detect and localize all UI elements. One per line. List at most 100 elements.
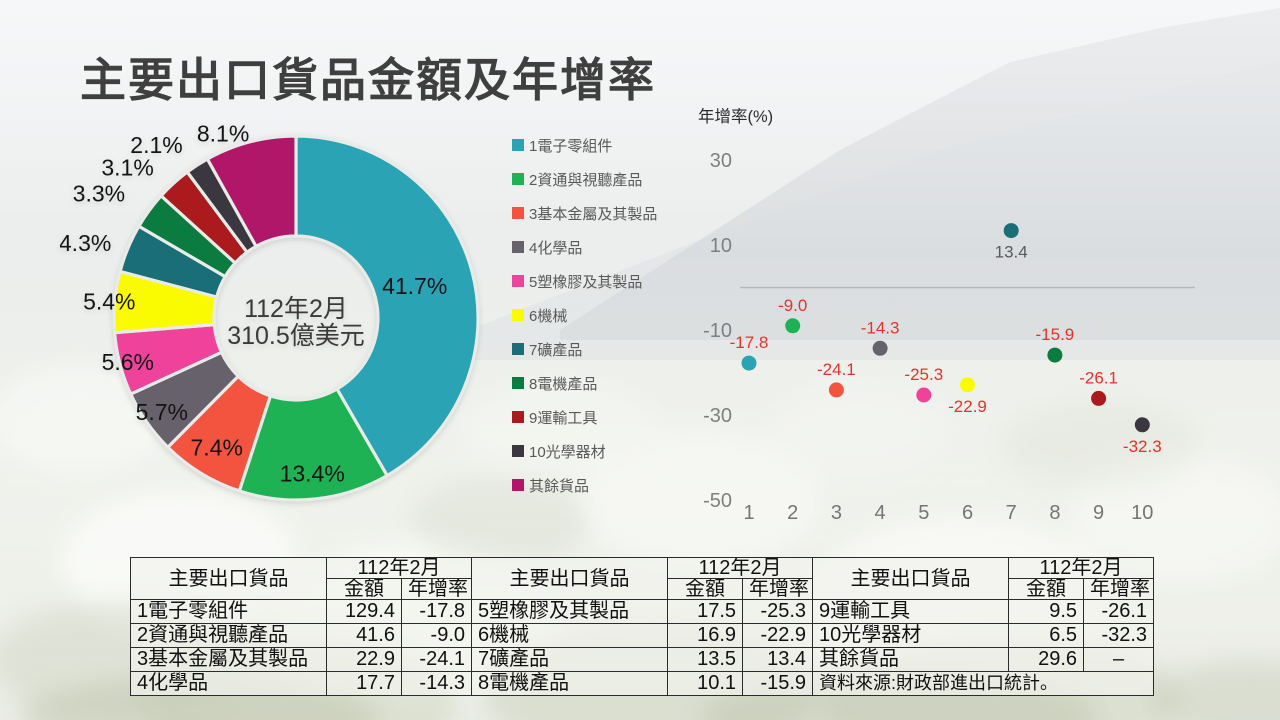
table-cell-amount: 16.9 [667,623,744,648]
point-value-label: -17.8 [730,333,769,352]
legend-color-swatch [512,411,524,423]
donut-center-amount: 310.5億美元 [227,322,365,350]
legend-item: 其餘貨品 [512,468,657,502]
legend-color-swatch [512,139,524,151]
table-cell-yoy: -15.9 [742,671,814,696]
table-cell-product: 5塑橡膠及其製品 [471,599,669,624]
legend-color-swatch [512,445,524,457]
table-cell-yoy: -25.3 [742,599,814,624]
point-value-label: 13.4 [995,243,1028,262]
donut-slice [205,134,298,248]
x-axis-tick: 4 [875,502,886,524]
table-row: 5塑橡膠及其製品 17.5 -25.3 [471,599,814,624]
table-header-amount: 金額 [667,578,744,600]
table-cell-product: 其餘貨品 [812,647,1010,672]
table-cell-yoy: – [1083,647,1155,672]
table-row: 2資通與視聽產品 41.6 -9.0 [130,623,473,648]
scatter-point [1134,417,1150,433]
donut-percent-label: 3.3% [73,181,125,207]
donut-percent-label: 4.3% [60,230,111,256]
y-axis-tick: -10 [703,320,732,342]
table-row: 3基本金屬及其製品 22.9 -24.1 [130,647,473,672]
legend-item: 8電機產品 [512,366,657,400]
table-source-note: 資料來源:財政部進出口統計。 [812,671,1155,696]
donut-chart: 41.7% 13.4% 7.4%5.7% 5.6% 5.4% 4.3% 3.3%3.1%2.… [60,121,480,502]
legend-item: 4化學品 [512,230,657,264]
legend-color-swatch [512,275,524,287]
table-cell-amount: 6.5 [1008,623,1085,648]
scatter-point [785,318,801,334]
scatter-point [960,377,975,393]
legend-label: 9運輸工具 [529,409,598,427]
y-axis-tick: 30 [710,150,732,172]
x-axis-tick: 1 [743,502,754,524]
x-axis-tick: 7 [1006,502,1017,524]
table-header-product: 主要出口貨品 [812,557,1010,600]
x-axis-tick: 8 [1049,502,1060,524]
point-value-label: -22.9 [948,397,987,416]
table-header-period: 112年2月 [1008,557,1155,579]
legend-label: 2資通與視聽產品 [529,171,643,189]
legend-label: 3基本金屬及其製品 [529,205,658,223]
x-axis-tick: 2 [787,502,798,524]
y-axis-tick: -30 [703,405,732,427]
legend-color-swatch [512,309,524,321]
table-cell-amount: 129.4 [326,599,402,624]
legend-color-swatch [512,173,524,185]
table-cell-yoy: -14.3 [400,671,473,696]
table-cell-amount: 17.5 [667,599,744,624]
x-axis-tick: 3 [831,502,842,524]
donut-percent-label: 41.7% [382,273,447,299]
page-title: 主要出口貨品金額及年增率 [80,54,656,106]
y-axis-title: 年增率(%) [698,107,773,126]
donut-slice [294,134,480,478]
table-cell-product: 3基本金屬及其製品 [130,647,327,672]
point-value-label: -32.3 [1123,437,1162,456]
donut-percent-label: 3.1% [101,155,153,181]
x-axis-tick: 9 [1093,502,1104,524]
table-cell-amount: 29.6 [1008,647,1085,672]
table-row: 7礦產品 13.5 13.4 [471,647,814,672]
donut-center-period: 112年2月 [244,295,348,323]
table-cell-yoy: -22.9 [742,623,814,648]
table-cell-yoy: -9.0 [400,623,473,648]
donut-percent-label: 5.4% [83,288,135,314]
table-cell-product: 9運輸工具 [812,599,1010,624]
table-cell-product: 10光學器材 [812,623,1010,648]
legend-color-swatch [512,479,524,491]
scatter-chart: 年增率(%) 30 10 -10 -30 -50 1 2 3 4 5 6 7 8 9 10 -17.8 -9.0… [698,107,1195,524]
legend-color-swatch [512,377,524,389]
y-axis-tick: 10 [710,235,732,257]
table-header-yoy: 年增率 [742,578,814,600]
table-header-period: 112年2月 [667,557,814,579]
scatter-point [916,387,932,403]
point-value-label: -15.9 [1036,325,1075,344]
scatter-point [1003,223,1019,239]
table-cell-product: 8電機產品 [471,671,669,696]
donut-percent-label: 13.4% [280,461,345,487]
table-header-amount: 金額 [326,578,402,600]
legend-label: 4化學品 [529,239,583,257]
table-cell-yoy: -24.1 [400,647,473,672]
table-cell-amount: 22.9 [326,647,402,672]
point-value-label: -26.1 [1079,368,1118,387]
table-cell-amount: 17.7 [326,671,402,696]
table-cell-product: 2資通與視聽產品 [130,623,327,648]
donut-percent-label: 8.1% [197,121,249,147]
scatter-point [741,355,757,371]
table-cell-yoy: -17.8 [400,599,473,624]
table-row: 8電機產品 10.1 -15.9 [471,671,814,696]
legend-item: 3基本金屬及其製品 [512,196,657,230]
table-row: 資料來源:財政部進出口統計。 [812,671,1155,696]
legend-label: 10光學器材 [529,443,606,461]
table-cell-amount: 9.5 [1008,599,1085,624]
table-cell-product: 6機械 [471,623,669,648]
table-row: 1電子零組件 129.4 -17.8 [130,599,473,624]
legend-item: 7礦產品 [512,332,657,366]
export-table: 主要出口貨品 112年2月 金額 年增率 9運輸工具 9.5 -26.1 10光學器材 6.5-… [812,557,1155,696]
summary-tables: 主要出口貨品 112年2月 金額 年增率 1電子零組件 129.4 -17.8 2資通與視聽產… [130,557,1155,696]
legend-color-swatch [512,343,524,355]
scatter-point [1047,347,1063,363]
legend-item: 1電子零組件 [512,128,657,162]
